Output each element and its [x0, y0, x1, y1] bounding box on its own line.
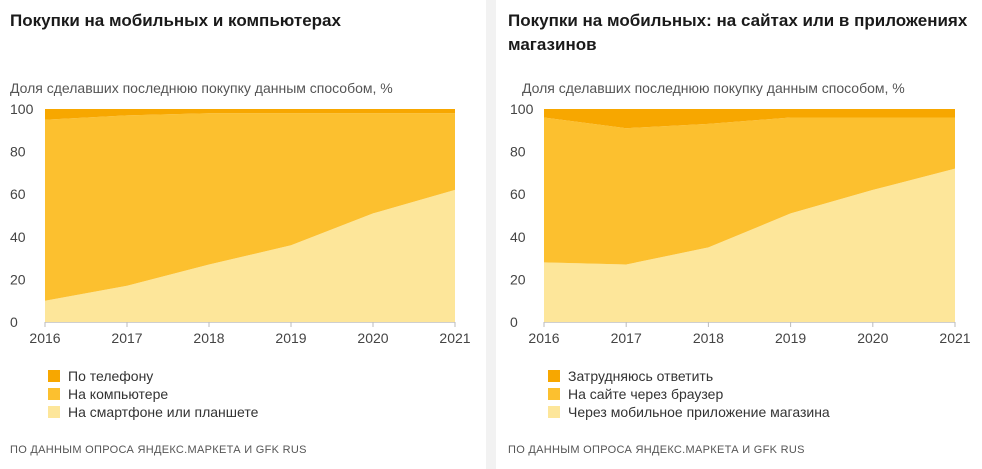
- y-tick-label: 40: [10, 229, 26, 245]
- chart-subtitle: Доля сделавших последнюю покупку данным …: [10, 80, 393, 96]
- chart-title: Покупки на мобильных и компьютерах: [10, 11, 341, 30]
- x-tick-label: 2019: [275, 330, 306, 346]
- y-tick-label: 60: [10, 186, 26, 202]
- legend-label: Через мобильное приложение магазина: [568, 404, 830, 420]
- chart-panel-mobile-vs-computer: Покупки на мобильных и компьютерах Доля …: [0, 0, 486, 469]
- x-tick-label: 2021: [439, 330, 470, 346]
- area-series-1: [45, 113, 455, 301]
- area-series-0: [45, 189, 455, 322]
- legend-item-smartphone: На смартфоне или планшете: [48, 403, 258, 421]
- x-tick-label: 2018: [693, 330, 724, 346]
- area-chart: 2016 2017 2018 2019 2020 2021 0 20 40 60 80 100: [10, 101, 471, 346]
- legend-swatch: [548, 406, 560, 418]
- area-chart: 2016 2017 2018 2019 2020 2021 0 20 40 60 80 100: [510, 101, 971, 346]
- area-series-1: [544, 117, 955, 265]
- legend-swatch: [48, 388, 60, 400]
- legend-item-app: Через мобильное приложение магазина: [548, 403, 830, 421]
- y-tick-label: 0: [510, 314, 518, 330]
- y-tick-label: 40: [510, 229, 526, 245]
- panel-divider: [486, 0, 496, 469]
- legend-item-computer: На компьютере: [48, 385, 258, 403]
- chart-subtitle: Доля сделавших последнюю покупку данным …: [522, 80, 905, 96]
- y-tick-label: 100: [10, 101, 34, 117]
- y-tick-label: 80: [510, 144, 526, 160]
- legend-item-no-answer: Затрудняюсь ответить: [548, 367, 830, 385]
- data-source-note: ПО ДАННЫМ ОПРОСА ЯНДЕКС.МАРКЕТА И GFK RU…: [508, 444, 805, 456]
- area-series-2: [544, 109, 955, 129]
- data-source-note: ПО ДАННЫМ ОПРОСА ЯНДЕКС.МАРКЕТА И GFK RU…: [10, 444, 307, 456]
- legend-label: На компьютере: [68, 386, 169, 402]
- legend-swatch: [548, 388, 560, 400]
- area-series-2: [45, 109, 455, 120]
- y-tick-label: 60: [510, 186, 526, 202]
- y-tick-label: 100: [510, 101, 534, 117]
- x-tick-label: 2017: [111, 330, 142, 346]
- chart-panel-mobile-site-vs-app: Покупки на мобильных: на сайтах или в пр…: [496, 0, 982, 469]
- x-tick-label: 2018: [193, 330, 224, 346]
- chart-legend: По телефону На компьютере На смартфоне и…: [48, 367, 258, 421]
- legend-label: На сайте через браузер: [568, 386, 724, 402]
- x-tick-label: 2019: [775, 330, 806, 346]
- chart-title: Покупки на мобильных: на сайтах или в пр…: [508, 11, 968, 54]
- x-tick-label: 2016: [528, 330, 559, 346]
- legend-label: На смартфоне или планшете: [68, 404, 259, 420]
- y-tick-label: 0: [10, 314, 18, 330]
- x-tick-label: 2021: [939, 330, 970, 346]
- x-tick-label: 2020: [357, 330, 388, 346]
- legend-item-browser: На сайте через браузер: [548, 385, 830, 403]
- y-tick-label: 20: [510, 271, 526, 287]
- legend-label: Затрудняюсь ответить: [568, 368, 714, 384]
- legend-swatch: [48, 370, 60, 382]
- legend-label: По телефону: [68, 368, 154, 384]
- x-tick-label: 2020: [857, 330, 888, 346]
- y-tick-label: 80: [10, 144, 26, 160]
- legend-swatch: [48, 406, 60, 418]
- x-tick-label: 2016: [29, 330, 60, 346]
- x-tick-label: 2017: [611, 330, 642, 346]
- legend-item-phone: По телефону: [48, 367, 258, 385]
- area-series-0: [544, 168, 955, 322]
- legend-swatch: [548, 370, 560, 382]
- chart-legend: Затрудняюсь ответить На сайте через брау…: [548, 367, 830, 421]
- y-tick-label: 20: [10, 271, 26, 287]
